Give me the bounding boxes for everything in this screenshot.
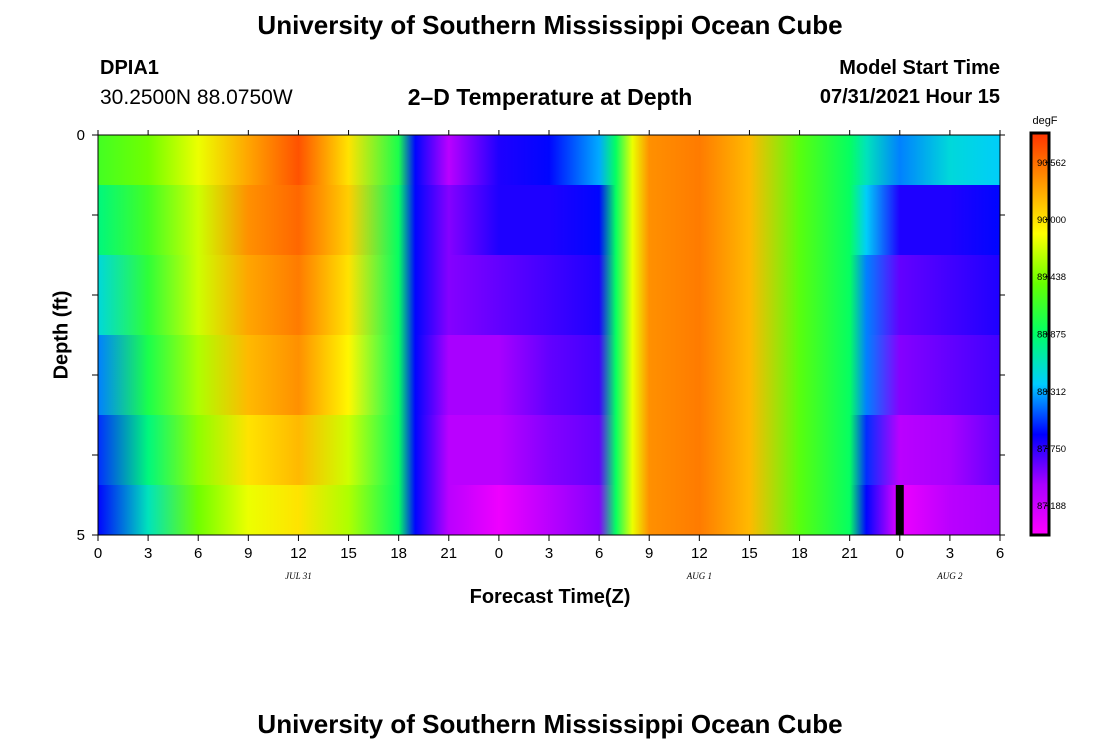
page-title: University of Southern Mississippi Ocean… xyxy=(257,10,843,40)
current-time-marker xyxy=(895,485,904,535)
x-tick-label: 18 xyxy=(390,545,407,562)
heatmap-row xyxy=(98,185,1000,255)
chart-title: 2–D Temperature at Depth xyxy=(407,84,693,110)
x-tick-label: 6 xyxy=(996,545,1004,562)
y-tick-label: 0 xyxy=(77,127,85,144)
colorbar-label: 90.000 xyxy=(1037,215,1066,226)
y-axis-label: Depth (ft) xyxy=(50,290,73,380)
x-tick-label: 6 xyxy=(595,545,603,562)
model-start-time: 07/31/2021 Hour 15 xyxy=(819,86,1000,108)
colorbar-label: 88.312 xyxy=(1037,387,1066,398)
x-tick-label: 12 xyxy=(290,545,307,562)
station-id: DPIA1 xyxy=(100,57,159,79)
colorbar-label: 90.562 xyxy=(1037,158,1066,169)
x-tick-label: 12 xyxy=(691,545,708,562)
station-coordinates: 30.2500N 88.0750W xyxy=(100,86,293,109)
x-tick-label: 18 xyxy=(791,545,808,562)
x-tick-label: 3 xyxy=(545,545,553,562)
x-axis-label: Forecast Time(Z) xyxy=(470,586,631,608)
y-tick-label: 5 xyxy=(77,527,85,544)
heatmap-row xyxy=(98,485,1000,535)
colorbar-label: 88.875 xyxy=(1037,330,1066,341)
x-tick-label: 21 xyxy=(440,545,457,562)
heatmap-row xyxy=(98,255,1000,335)
x-axis: 0 3 6 9 12 15 18 21 0 3 6 9 12 15 18 21 0 3 6 JUL 31 AUG 1 AU… xyxy=(94,130,1004,581)
x-tick-label: 0 xyxy=(896,545,904,562)
heatmap-rows xyxy=(98,135,1000,535)
heatmap-row xyxy=(98,415,1000,485)
colorbar-label: 87.188 xyxy=(1037,501,1066,512)
colorbar-label: 87.750 xyxy=(1037,444,1066,455)
x-tick-label: 3 xyxy=(144,545,152,562)
model-start-label: Model Start Time xyxy=(839,57,1000,79)
colorbar-label: 89.438 xyxy=(1037,272,1066,283)
y-axis: 05 xyxy=(77,127,1005,544)
heatmap-row xyxy=(98,335,1000,415)
x-tick-label: 9 xyxy=(645,545,653,562)
x-tick-label: 3 xyxy=(946,545,954,562)
x-tick-label: 0 xyxy=(495,545,503,562)
date-label: AUG 2 xyxy=(936,571,963,581)
x-tick-label: 0 xyxy=(94,545,102,562)
x-tick-label: 15 xyxy=(340,545,357,562)
x-tick-label: 15 xyxy=(741,545,758,562)
marker-layer xyxy=(895,485,904,535)
x-tick-label: 6 xyxy=(194,545,202,562)
colorbar: degF 90.562 90.000 89.438 88.875 88.312 87.750… xyxy=(1029,115,1066,537)
date-label: AUG 1 xyxy=(686,571,712,581)
x-tick-label: 9 xyxy=(244,545,252,562)
colorbar-unit: degF xyxy=(1032,115,1057,127)
x-tick-label: 21 xyxy=(841,545,858,562)
heatmap-row xyxy=(98,135,1000,185)
footer-title: University of Southern Mississippi Ocean… xyxy=(257,709,843,739)
date-label: JUL 31 xyxy=(285,571,312,581)
